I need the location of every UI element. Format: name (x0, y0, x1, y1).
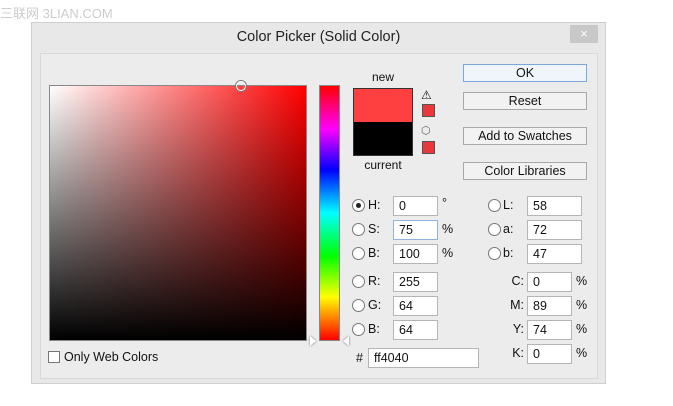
cyan-label: C: (511, 274, 525, 288)
lab-l-input[interactable]: 58 (527, 196, 582, 216)
web-safe-swatch[interactable] (422, 141, 435, 154)
close-button[interactable]: × (570, 25, 598, 43)
magenta-label: M: (510, 298, 524, 312)
lab-b-label: b: (503, 246, 514, 260)
blue-input[interactable]: 64 (393, 320, 438, 340)
reset-button[interactable]: Reset (463, 92, 587, 110)
magenta-input[interactable]: 89 (527, 296, 572, 316)
lab-a-input[interactable]: 72 (527, 220, 582, 240)
brightness-unit: % (442, 246, 454, 260)
dialog-title: Color Picker (Solid Color) (236, 29, 401, 45)
color-libraries-button[interactable]: Color Libraries (463, 162, 587, 180)
lab-l-label: L: (503, 198, 514, 212)
hue-slider-left-handle[interactable] (310, 336, 316, 346)
saturation-input[interactable]: 75 (393, 220, 438, 240)
watermark: 三联网 3LIAN.COM (0, 6, 113, 21)
only-web-colors-label: Only Web Colors (64, 350, 159, 364)
brightness-label: B: (368, 246, 380, 260)
ok-button[interactable]: OK (463, 64, 587, 82)
black-input[interactable]: 0 (527, 344, 572, 364)
color-selector-ring[interactable] (236, 81, 246, 91)
green-input[interactable]: 64 (393, 296, 438, 316)
blue-label: B: (368, 322, 380, 336)
yellow-input[interactable]: 74 (527, 320, 572, 340)
add-to-swatches-button[interactable]: Add to Swatches (463, 127, 587, 145)
current-label: current (364, 158, 402, 172)
magenta-unit: % (576, 298, 588, 312)
green-label: G: (368, 298, 382, 312)
lab-l-radio[interactable] (488, 199, 501, 212)
black-label: K: (512, 346, 524, 360)
hue-radio[interactable] (352, 199, 365, 212)
hue-input[interactable]: 0 (393, 196, 438, 216)
saturation-radio[interactable] (352, 223, 365, 236)
hex-input[interactable]: ff4040 (368, 348, 479, 368)
brightness-radio[interactable] (352, 247, 365, 260)
cyan-input[interactable]: 0 (527, 272, 572, 292)
yellow-unit: % (576, 322, 588, 336)
red-label: R: (368, 274, 381, 288)
red-input[interactable]: 255 (393, 272, 438, 292)
hue-slider-right-handle[interactable] (343, 336, 349, 346)
lab-b-input[interactable]: 47 (527, 244, 582, 264)
hex-label: # (356, 351, 363, 365)
hue-unit: ° (442, 196, 447, 210)
red-radio[interactable] (352, 275, 365, 288)
hue-slider[interactable] (319, 85, 340, 341)
green-radio[interactable] (352, 299, 365, 312)
new-color-swatch (353, 88, 413, 122)
current-color-swatch[interactable] (353, 122, 413, 156)
blue-radio[interactable] (352, 323, 365, 336)
brightness-input[interactable]: 100 (393, 244, 438, 264)
yellow-label: Y: (512, 322, 524, 336)
lab-b-radio[interactable] (488, 247, 501, 260)
hue-label: H: (368, 198, 381, 212)
lab-a-radio[interactable] (488, 223, 501, 236)
black-unit: % (576, 346, 588, 360)
saturation-unit: % (442, 222, 454, 236)
new-label: new (371, 70, 394, 84)
gamut-warning-swatch[interactable] (422, 104, 435, 117)
saturation-brightness-field[interactable] (49, 85, 307, 341)
saturation-label: S: (368, 222, 380, 236)
cyan-unit: % (576, 274, 588, 288)
web-safe-cube-icon[interactable]: ⬡ (421, 125, 431, 137)
gamut-warning-icon[interactable]: ⚠ (421, 88, 432, 102)
only-web-colors-checkbox[interactable] (48, 351, 60, 363)
lab-a-label: a: (503, 222, 514, 236)
